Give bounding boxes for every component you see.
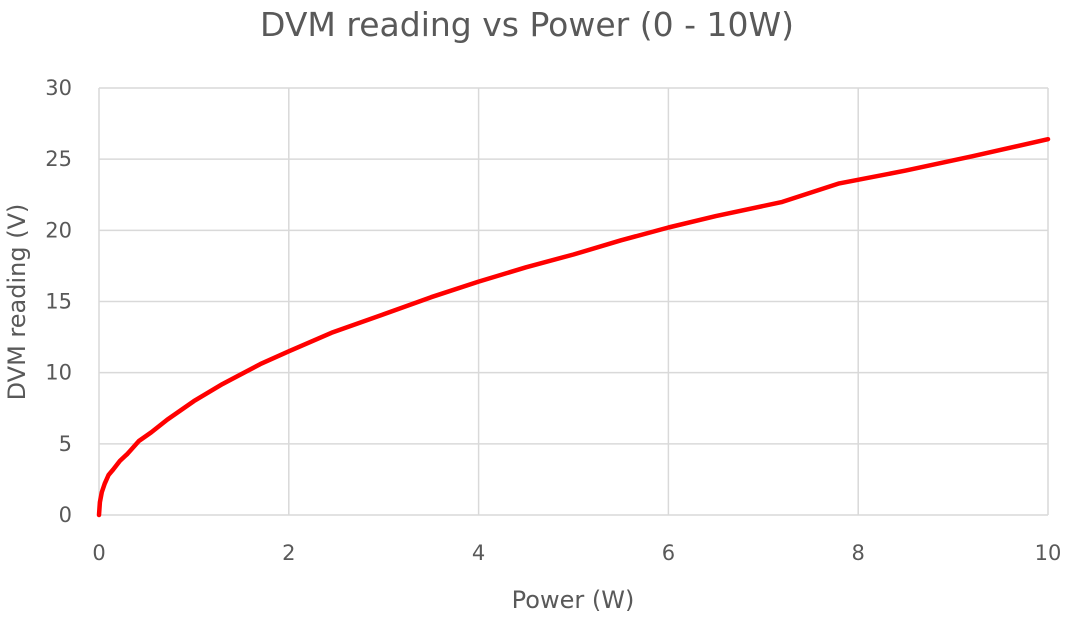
y-tick-label-0: 0 <box>59 503 72 527</box>
series-line-0 <box>96 136 1051 518</box>
y-tick-label-2: 10 <box>45 361 72 385</box>
series-group <box>96 136 1051 518</box>
x-tick-label-0: 0 <box>92 541 105 565</box>
x-tick-label-5: 10 <box>1035 541 1062 565</box>
y-tick-label-5: 25 <box>45 147 72 171</box>
x-tick-label-4: 8 <box>852 541 865 565</box>
x-tick-label-1: 2 <box>282 541 295 565</box>
y-tick-label-1: 5 <box>59 432 72 456</box>
tick-labels: 0 5 10 15 20 25 30 0 2 4 6 8 10 <box>45 76 1061 565</box>
x-tick-label-3: 6 <box>662 541 675 565</box>
y-axis-title: DVM reading (V) <box>3 204 31 401</box>
y-tick-label-3: 15 <box>45 290 72 314</box>
chart-title: DVM reading vs Power (0 - 10W) <box>260 5 794 44</box>
y-tick-label-6: 30 <box>45 76 72 100</box>
gridlines <box>98 87 1049 516</box>
y-tick-label-4: 20 <box>45 218 72 242</box>
x-axis-title: Power (W) <box>512 586 635 614</box>
x-tick-label-2: 4 <box>472 541 485 565</box>
